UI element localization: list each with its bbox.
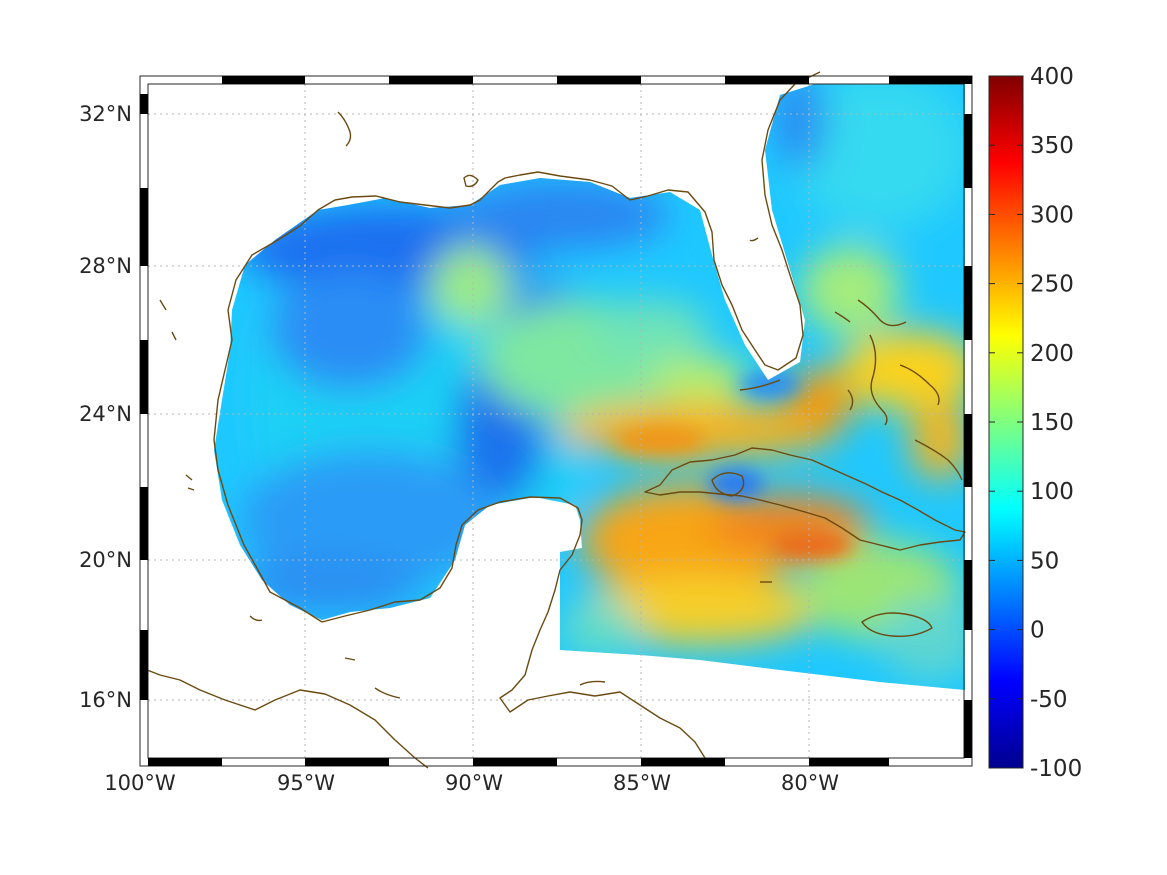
colorbar-tick-label: 350 [1030,133,1074,159]
lon-tick-label: 85°W [613,771,671,795]
colorbar-tick-label: 0 [1030,618,1045,644]
lat-tick-label: 20°N [79,548,132,572]
lon-tick-label: 80°W [781,771,839,795]
colorbar-labels: 400 350 300 250 200 150 100 50 0 -50 -100 [1030,64,1082,782]
colorbar-tick-label: 250 [1030,272,1074,298]
lon-tick-label: 90°W [445,771,503,795]
map-gridlines [148,84,964,758]
coastlines [141,71,966,769]
longitude-tick-labels: 100°W 95°W 90°W 85°W 80°W [104,771,839,795]
colorbar-tick-label: 200 [1030,341,1074,367]
lat-tick-label: 24°N [79,402,132,426]
colorbar-tick-label: 50 [1030,548,1059,574]
colorbar-tick-label: -100 [1030,756,1082,782]
lat-tick-label: 28°N [79,254,132,278]
lat-tick-label: 32°N [79,102,132,126]
colorbar-tick-label: -50 [1030,687,1068,713]
latitude-tick-labels: 32°N 28°N 24°N 20°N 16°N [79,102,132,712]
colorbar-tick-label: 400 [1030,64,1074,90]
sea-data-field [214,84,965,690]
lon-tick-label: 100°W [104,771,176,795]
colorbar: 400 350 300 250 200 150 100 50 0 -50 -100 [988,64,1082,782]
colorbar-tick-label: 300 [1030,202,1074,228]
colorbar-tick-label: 150 [1030,410,1074,436]
lat-tick-label: 16°N [79,688,132,712]
lon-tick-label: 95°W [277,771,335,795]
colorbar-tick-label: 100 [1030,479,1074,505]
map-frame [139,75,973,767]
colorbar-ticks [989,75,1023,769]
